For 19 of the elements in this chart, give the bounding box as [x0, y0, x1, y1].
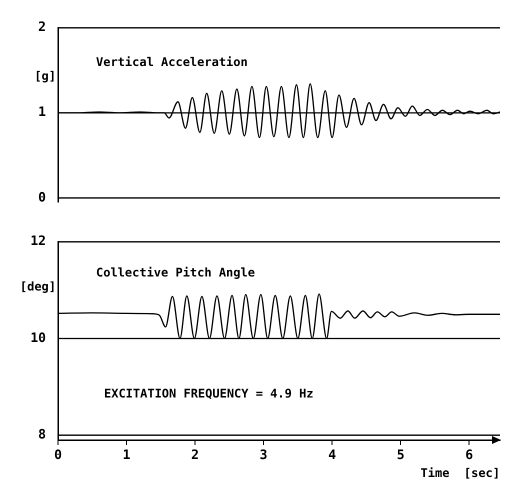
x-tick-label: 4	[328, 448, 336, 464]
y-tick-label: 12	[30, 234, 46, 250]
text: Vertical Acceleration	[96, 54, 248, 69]
x-tick-label: 5	[396, 448, 405, 464]
y-tick-label: 2	[38, 20, 46, 36]
y-tick-label: 8	[38, 428, 46, 443]
annotation: EXCITATION FREQUENCY = 4.9 Hz	[104, 386, 314, 401]
x-axis-title: Time [sec]	[420, 466, 500, 480]
x-tick-label: 1	[122, 448, 131, 464]
y-axis-title: [deg]	[20, 280, 56, 294]
x-tick-label: 0	[54, 448, 62, 464]
y-tick-label: 1	[38, 105, 46, 120]
x-tick-label: 6	[465, 448, 474, 464]
x-tick-label: 2	[191, 448, 199, 464]
y-axis-title: [g]	[34, 68, 56, 83]
x-tick-label: 3	[260, 448, 268, 464]
text: Collective Pitch Angle	[96, 266, 255, 280]
y-tick-label: 10	[30, 330, 46, 346]
y-tick-label: 0	[38, 190, 46, 206]
